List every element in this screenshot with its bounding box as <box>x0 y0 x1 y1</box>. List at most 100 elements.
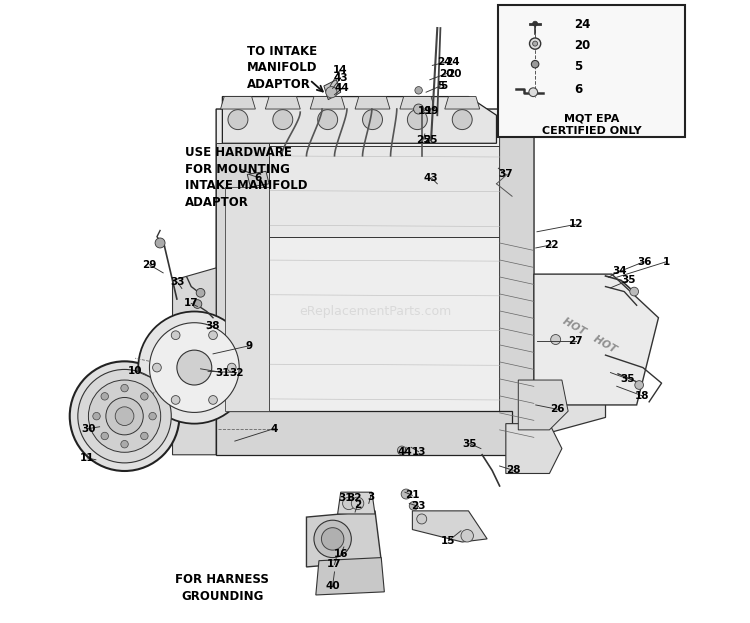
Polygon shape <box>324 80 340 100</box>
Text: eReplacementParts.com: eReplacementParts.com <box>298 305 452 318</box>
Text: 13: 13 <box>411 447 426 457</box>
Circle shape <box>209 331 218 340</box>
Circle shape <box>530 38 541 49</box>
Polygon shape <box>220 97 256 109</box>
Circle shape <box>138 312 250 424</box>
Text: 3: 3 <box>367 492 374 502</box>
Text: 36: 36 <box>637 257 652 267</box>
Circle shape <box>362 110 382 130</box>
Text: 35: 35 <box>620 374 634 384</box>
Text: 25: 25 <box>423 135 437 145</box>
Polygon shape <box>511 280 605 436</box>
Text: 5: 5 <box>440 81 448 91</box>
Circle shape <box>101 392 109 400</box>
Polygon shape <box>216 143 269 449</box>
Text: 14: 14 <box>333 65 347 75</box>
Text: 29: 29 <box>142 260 157 270</box>
Circle shape <box>550 335 561 345</box>
Text: 22: 22 <box>544 240 559 250</box>
Circle shape <box>529 88 538 97</box>
Polygon shape <box>226 187 269 411</box>
Text: 34: 34 <box>612 266 626 276</box>
Circle shape <box>318 110 338 130</box>
Text: HOT   HOT: HOT HOT <box>562 316 619 354</box>
Circle shape <box>116 407 134 426</box>
Circle shape <box>414 104 424 114</box>
Text: 26: 26 <box>550 404 565 414</box>
Polygon shape <box>400 97 435 109</box>
Text: 31: 31 <box>215 368 229 378</box>
Text: 19: 19 <box>424 106 439 116</box>
Text: 24: 24 <box>574 19 591 31</box>
Text: 43: 43 <box>334 73 348 83</box>
Circle shape <box>193 300 202 308</box>
Text: 18: 18 <box>634 391 649 401</box>
Text: 21: 21 <box>405 490 420 500</box>
Circle shape <box>88 380 160 452</box>
Text: 32: 32 <box>347 493 362 503</box>
Circle shape <box>322 528 344 550</box>
Text: MQT EPA
CERTIFIED ONLY: MQT EPA CERTIFIED ONLY <box>542 113 641 136</box>
Circle shape <box>461 530 473 542</box>
Circle shape <box>398 446 406 455</box>
Circle shape <box>148 412 156 420</box>
Circle shape <box>532 41 538 46</box>
Polygon shape <box>222 97 497 143</box>
Text: 23: 23 <box>411 502 426 511</box>
Text: 20: 20 <box>574 39 590 52</box>
Circle shape <box>121 440 128 448</box>
Text: 33: 33 <box>170 277 184 287</box>
Text: 30: 30 <box>81 424 96 434</box>
Text: 6: 6 <box>574 83 583 95</box>
Polygon shape <box>355 97 390 109</box>
Circle shape <box>410 502 418 510</box>
Text: 28: 28 <box>506 465 520 475</box>
Circle shape <box>155 238 165 248</box>
Polygon shape <box>307 511 381 567</box>
Text: 24: 24 <box>437 57 452 67</box>
Circle shape <box>326 87 337 98</box>
Circle shape <box>141 392 148 400</box>
Circle shape <box>106 397 143 435</box>
Text: 5: 5 <box>574 60 583 73</box>
Text: 35: 35 <box>463 439 477 449</box>
Circle shape <box>121 384 128 392</box>
Circle shape <box>401 489 411 499</box>
Polygon shape <box>445 97 480 109</box>
Text: 5: 5 <box>436 81 444 91</box>
Text: 20: 20 <box>447 69 461 78</box>
Text: 19: 19 <box>418 106 432 116</box>
Circle shape <box>407 110 428 130</box>
Polygon shape <box>413 511 488 542</box>
Text: TO INTAKE
MANIFOLD
ADAPTOR: TO INTAKE MANIFOLD ADAPTOR <box>248 45 318 91</box>
Polygon shape <box>310 97 345 109</box>
Text: 4: 4 <box>271 424 278 434</box>
Text: 17: 17 <box>184 298 199 308</box>
Circle shape <box>415 87 422 94</box>
Polygon shape <box>518 380 568 430</box>
Circle shape <box>70 361 179 471</box>
Text: FOR HARNESS
GROUNDING: FOR HARNESS GROUNDING <box>176 573 269 602</box>
Text: 12: 12 <box>569 219 584 229</box>
Circle shape <box>177 350 212 385</box>
Circle shape <box>417 514 427 524</box>
Polygon shape <box>506 424 562 473</box>
Text: 20: 20 <box>440 69 454 78</box>
Text: 32: 32 <box>230 368 244 378</box>
Circle shape <box>273 110 292 130</box>
Text: 10: 10 <box>128 366 142 376</box>
Text: 37: 37 <box>499 169 513 179</box>
Circle shape <box>228 110 248 130</box>
Circle shape <box>227 363 236 372</box>
Circle shape <box>532 21 538 26</box>
Circle shape <box>149 323 239 412</box>
Polygon shape <box>534 274 658 405</box>
Polygon shape <box>338 492 375 514</box>
Circle shape <box>452 110 472 130</box>
Text: 44: 44 <box>398 447 412 457</box>
Polygon shape <box>226 146 500 237</box>
Polygon shape <box>248 171 269 187</box>
Circle shape <box>152 363 161 372</box>
Circle shape <box>171 396 180 404</box>
Text: 35: 35 <box>621 275 636 285</box>
